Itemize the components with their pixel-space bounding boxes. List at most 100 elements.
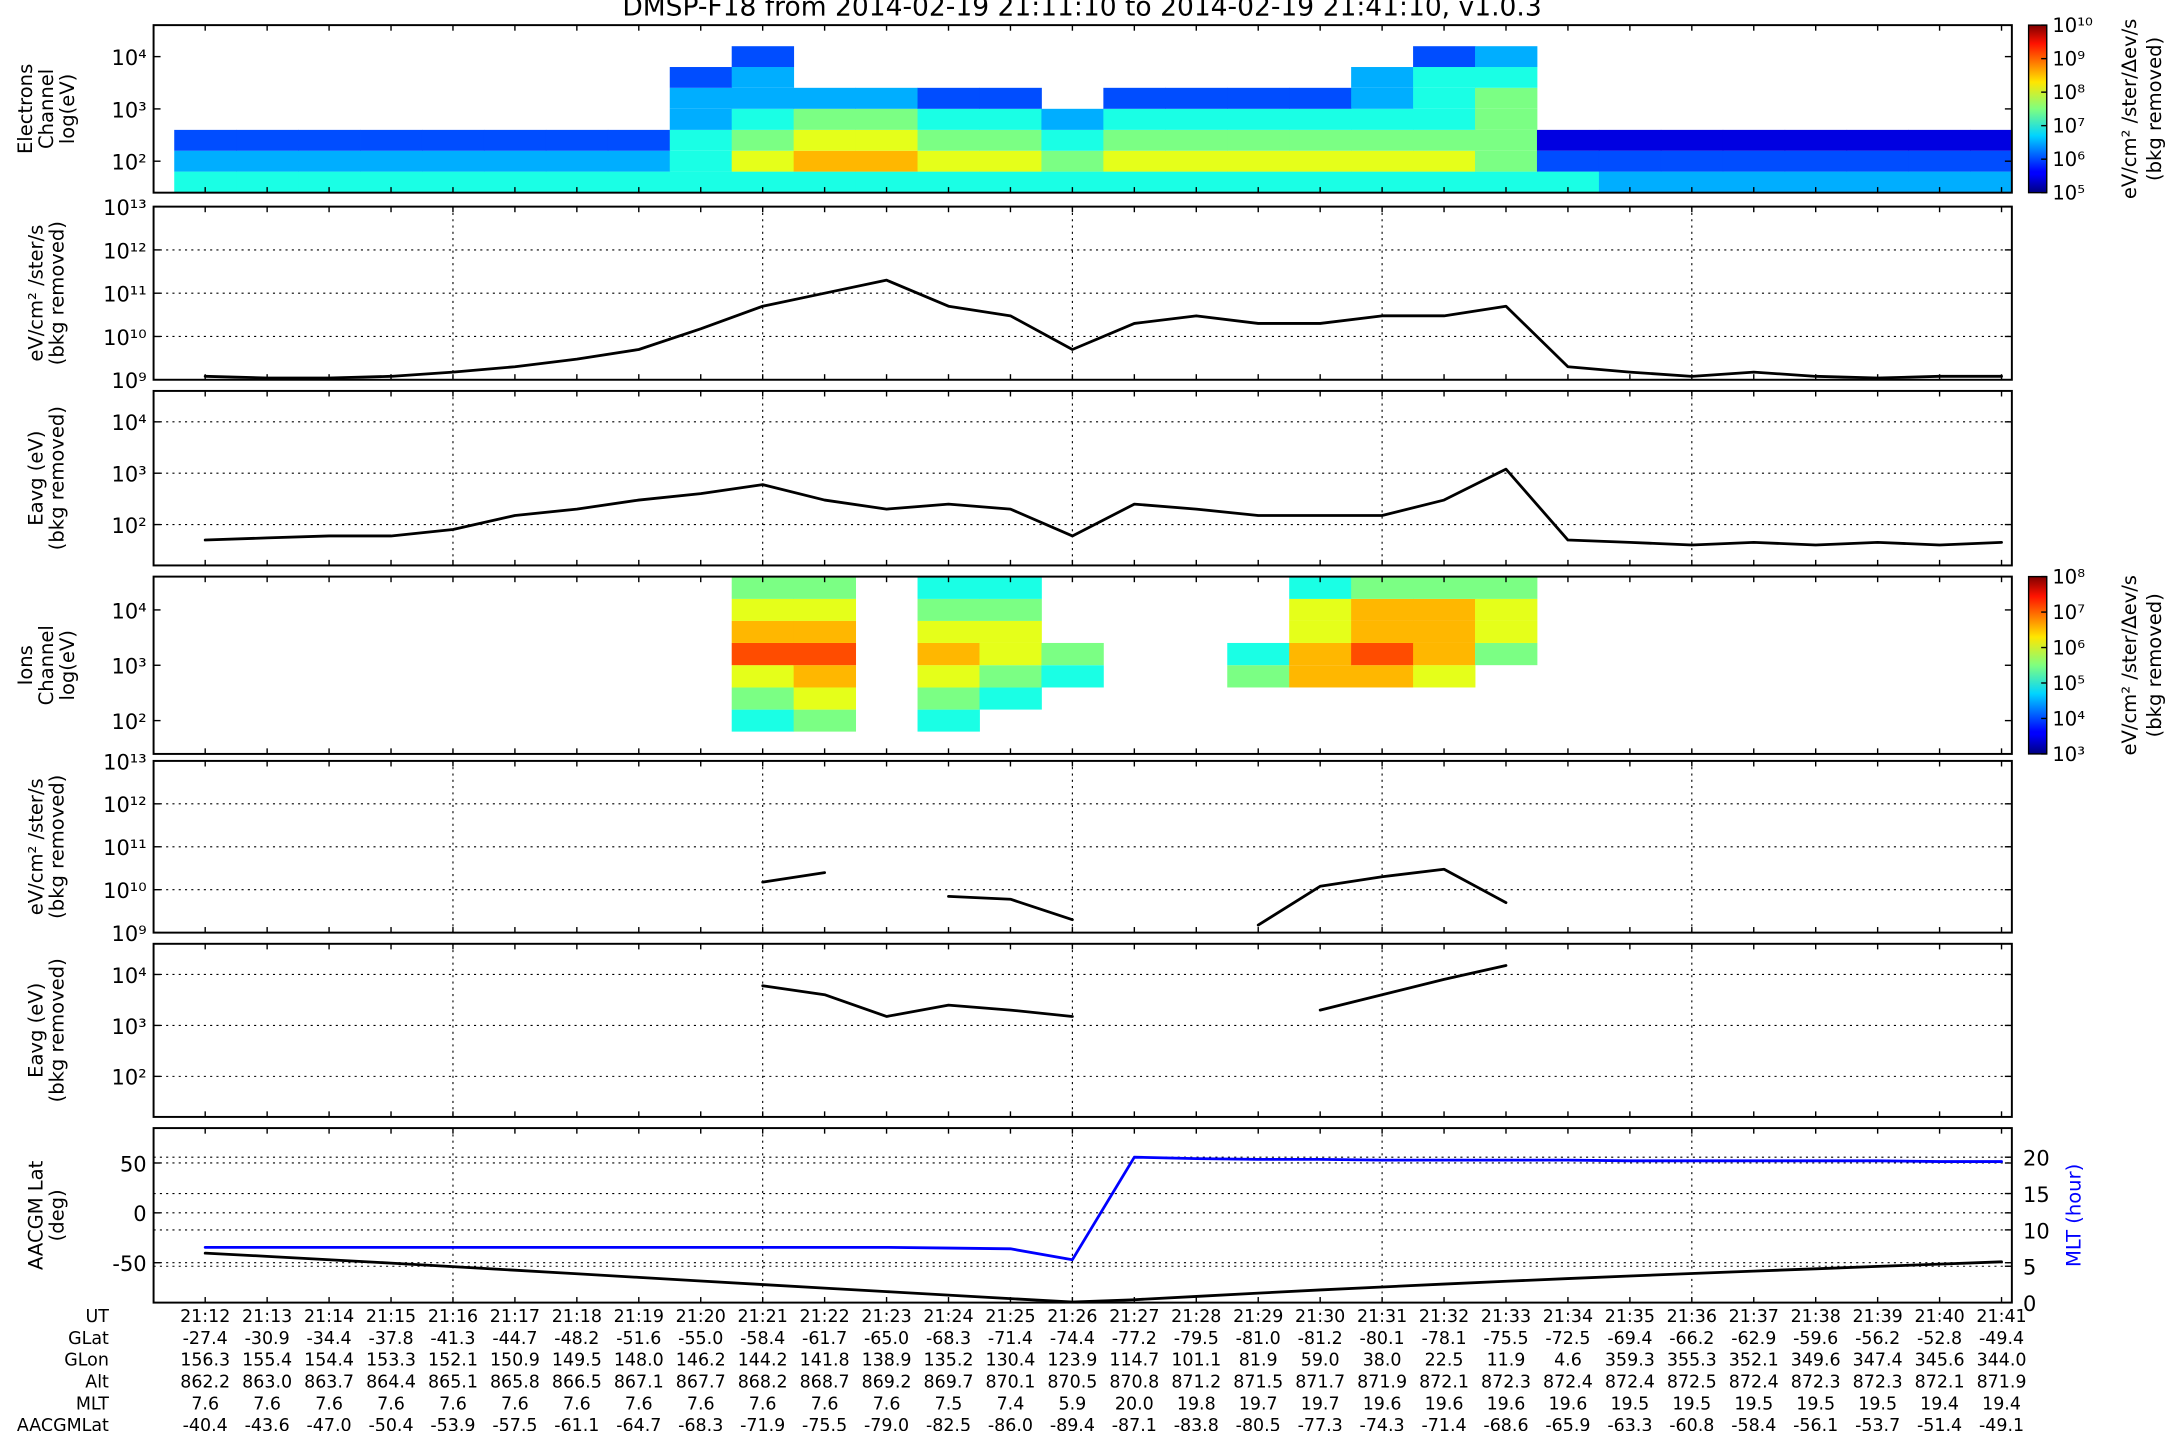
panel: 10² 10³ 10⁴ Eavg (eV)(bkg removed) (25, 942, 2013, 1118)
spectrogram-cell (731, 665, 795, 688)
table-cell: 38.0 (1363, 1351, 1402, 1371)
panel-frame (152, 389, 2013, 567)
spectrogram-cell (1413, 108, 1476, 130)
table-cell: 871.2 (1171, 1372, 1221, 1392)
spectrogram-cell (1660, 171, 1724, 193)
table-cell: 345.6 (1915, 1351, 1965, 1371)
table-cell: -56.2 (1855, 1329, 1900, 1349)
spectrogram-cell (1846, 150, 1910, 172)
spectrogram-cell (1598, 150, 1662, 172)
spectrogram-cell (1413, 665, 1476, 688)
colorbar-tick-label: 10⁴ (2052, 707, 2085, 730)
spectrogram-cell (917, 665, 980, 688)
table-cell: -69.4 (1607, 1329, 1652, 1349)
y-tick-label: 10¹¹ (103, 836, 146, 860)
table-cell: -86.0 (988, 1416, 1033, 1431)
table-cell: 865.1 (428, 1372, 478, 1392)
y2-tick-label: 5 (2023, 1256, 2036, 1280)
panel-frame (152, 942, 2013, 1118)
spectrogram-cell (793, 665, 857, 688)
table-cell: 866.5 (552, 1372, 602, 1392)
colorbar-tick-label: 10⁶ (2052, 637, 2085, 660)
table-cell: 869.7 (924, 1372, 974, 1392)
table-cell: 7.5 (935, 1394, 963, 1414)
spectrogram-cell (1289, 87, 1352, 109)
table-cell: 21:29 (1233, 1307, 1283, 1327)
panel-frame (152, 1127, 2013, 1304)
spectrogram-cell (979, 642, 1042, 666)
table-row-label: MLT (76, 1394, 109, 1414)
spectrogram-cell (731, 642, 795, 666)
table-cell: 21:12 (180, 1307, 230, 1327)
y-tick-label: 10¹² (103, 793, 146, 817)
table-cell: 870.5 (1047, 1372, 1097, 1392)
table-cell: -72.5 (1545, 1329, 1590, 1349)
plot-area (174, 46, 2012, 193)
y-tick-label: 10³ (112, 1015, 147, 1039)
table-cell: 872.5 (1667, 1372, 1717, 1392)
spectrogram-cell (1041, 171, 1104, 193)
spectrogram-cell (979, 598, 1042, 621)
table-cell: 7.4 (997, 1394, 1025, 1414)
spectrogram-cell (1722, 150, 1786, 172)
spectrogram-cell (731, 87, 795, 109)
table-cell: 21:21 (738, 1307, 788, 1327)
spectrogram-cell (1227, 108, 1290, 130)
table-cell: 153.3 (366, 1351, 416, 1371)
y2-tick-label: 20 (2023, 1147, 2050, 1171)
spectrogram-cell (731, 709, 795, 732)
spectrogram-cell (1351, 67, 1414, 88)
table-cell: -51.4 (1917, 1416, 1962, 1431)
table-cell: 5.9 (1059, 1394, 1087, 1414)
y-axis-label: log(eV) (56, 630, 79, 700)
spectrogram-cell (1227, 665, 1290, 688)
table-cell: -77.2 (1112, 1329, 1157, 1349)
spectrogram-cell (1351, 576, 1414, 599)
table-cell: -56.1 (1793, 1416, 1838, 1431)
y-axis-label: log(eV) (56, 74, 79, 144)
table-cell: -57.5 (492, 1416, 537, 1431)
table-cell: -49.4 (1979, 1329, 2024, 1349)
table-cell: 154.4 (304, 1351, 354, 1371)
table-cell: 352.1 (1729, 1351, 1779, 1371)
table-cell: -60.8 (1669, 1416, 1714, 1431)
table-cell: -81.0 (1236, 1329, 1281, 1349)
y-tick-label: 10⁹ (112, 369, 147, 393)
spectrogram-cell (1475, 620, 1538, 643)
spectrogram-cell (1041, 108, 1104, 130)
spectrogram-cell (917, 87, 980, 109)
spectrogram-cell (731, 687, 795, 710)
y-tick-label: 0 (133, 1202, 146, 1226)
spectrogram-cell (1413, 598, 1476, 621)
spectrogram-cell (979, 665, 1042, 688)
panel: 10⁹ 10¹⁰ 10¹¹ 10¹² 10¹³ eV/cm² /ster/s(bkg re… (25, 750, 2013, 946)
spectrogram-cell (1289, 620, 1352, 643)
y-tick-label: 10¹³ (103, 750, 146, 774)
spectrogram-cell (607, 171, 671, 193)
table-cell: -82.5 (926, 1416, 971, 1431)
spectrogram-cell (1475, 129, 1538, 151)
spectrogram-cell (731, 46, 795, 68)
panel: 10² 10³ 10⁴ Eavg (eV)(bkg removed) (25, 389, 2013, 567)
table-cell: -77.3 (1298, 1416, 1343, 1431)
table-cell: -83.8 (1174, 1416, 1219, 1431)
table-cell: 150.9 (490, 1351, 540, 1371)
spectrogram-cell (1413, 620, 1476, 643)
spectrogram-cell (731, 108, 795, 130)
table-cell: -80.5 (1236, 1416, 1281, 1431)
table-cell: -87.1 (1112, 1416, 1157, 1431)
data-line (203, 1155, 2003, 1262)
spectrogram-cell (360, 129, 423, 151)
table-cell: 19.8 (1177, 1394, 1216, 1414)
y-tick-label: 10³ (112, 463, 147, 487)
y-axis-label: eV/cm² /ster/s (25, 778, 48, 915)
spectrogram-cell (979, 150, 1042, 172)
table-cell: 870.1 (985, 1372, 1035, 1392)
spectrogram-cell (1784, 171, 1848, 193)
y-axis-label: Channel (35, 625, 58, 705)
data-line (203, 1251, 2003, 1303)
table-cell: 7.6 (873, 1394, 901, 1414)
colorbar (2027, 24, 2048, 194)
spectrogram-cell (1475, 67, 1538, 88)
